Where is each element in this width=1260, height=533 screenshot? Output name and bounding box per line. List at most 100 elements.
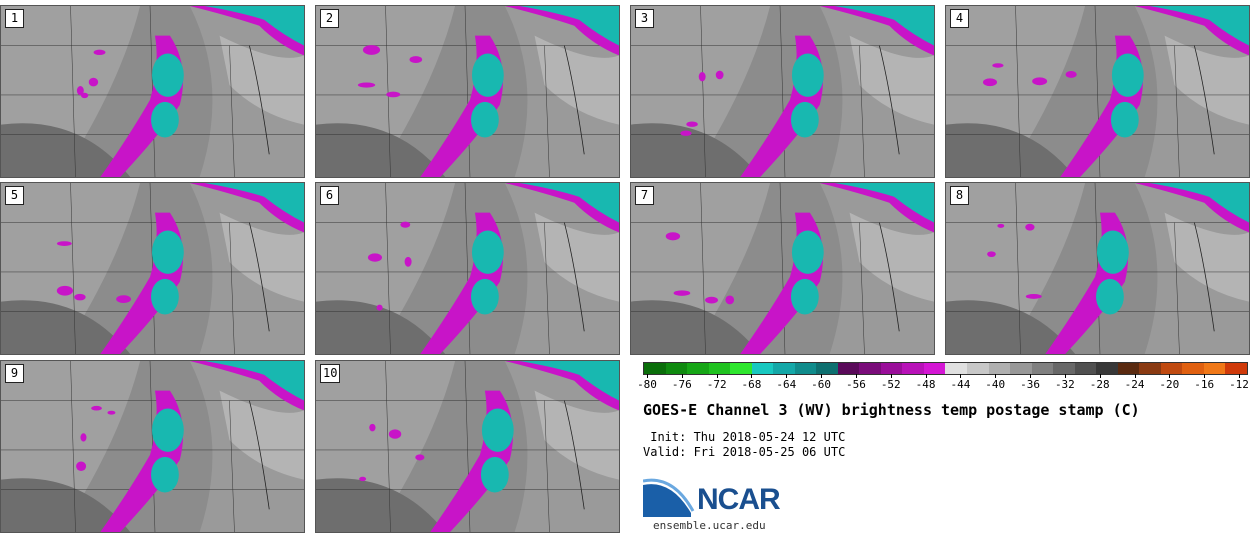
colorbar-segment <box>1182 363 1204 374</box>
cold-cloud-top <box>151 278 179 315</box>
isolated-cell <box>1032 77 1048 86</box>
colorbar-tick <box>1134 374 1136 378</box>
colorbar-tick <box>890 374 892 378</box>
isolated-cell <box>388 429 402 439</box>
panel-label: 9 <box>5 364 24 383</box>
colorbar-tick-label: -28 <box>1089 378 1110 391</box>
isolated-cell <box>725 295 735 305</box>
boundary-line <box>229 400 235 532</box>
colorbar-tick-label: -44 <box>950 378 971 391</box>
cold-cloud-top <box>1110 101 1139 138</box>
colorbar-tick-label: -72 <box>706 378 727 391</box>
colorbar-segment <box>1160 363 1183 374</box>
colorbar-tick <box>1064 374 1066 378</box>
northern-cloud-core <box>204 6 304 46</box>
colorbar-segment <box>988 363 1011 374</box>
logo-text: NCAR <box>697 483 781 516</box>
cold-cloud-top <box>471 53 504 97</box>
init-time: Init: Thu 2018-05-24 12 UTC <box>643 430 846 444</box>
colorbar-segment <box>665 363 688 374</box>
wv-map <box>316 361 619 532</box>
isolated-cell <box>80 433 87 442</box>
isolated-cell <box>76 461 87 472</box>
isolated-cell <box>1065 70 1077 78</box>
wv-map <box>316 6 619 177</box>
colorbar-segment <box>1053 363 1075 374</box>
colorbar-segment <box>1203 363 1226 374</box>
panel-5: 5 <box>0 182 305 355</box>
isolated-cell <box>88 77 99 87</box>
isolated-cell <box>698 71 706 82</box>
lake-shore <box>563 400 585 510</box>
colorbar-segment <box>945 363 967 374</box>
lake-shore <box>563 222 585 332</box>
cold-cloud-top <box>790 101 819 138</box>
boundary-line <box>385 6 391 177</box>
panel-4: 4 <box>945 5 1250 178</box>
northern-cloud-core <box>519 183 619 223</box>
colorbar-segment <box>880 363 903 374</box>
cold-cloud-top <box>791 53 824 97</box>
lake-shore <box>563 45 585 155</box>
panel-2: 2 <box>315 5 620 178</box>
colorbar-tick-label: -56 <box>846 378 866 391</box>
wv-map <box>946 183 1249 354</box>
panel-8: 8 <box>945 182 1250 355</box>
isolated-cell <box>369 423 376 432</box>
boundary-line <box>1015 183 1021 354</box>
northern-cloud-core <box>519 361 619 401</box>
colorbar-segment <box>773 363 795 374</box>
wv-map <box>1 6 304 177</box>
isolated-cell <box>715 70 724 80</box>
cold-cloud-top <box>470 278 499 315</box>
northern-cloud-core <box>834 183 934 223</box>
colorbar-tick <box>1204 374 1206 378</box>
cold-cloud-top <box>790 278 819 315</box>
boundary-line <box>544 222 550 354</box>
panel-6: 6 <box>315 182 620 355</box>
cold-cloud-top <box>152 53 184 97</box>
colorbar-tick <box>1169 374 1171 378</box>
isolated-cell <box>404 256 412 267</box>
wv-map <box>1 183 304 354</box>
colorbar-tick-label: -36 <box>1020 378 1040 391</box>
boundary-line <box>464 6 471 177</box>
boundary-line <box>700 183 706 354</box>
colorbar-segment <box>816 363 838 374</box>
cold-cloud-top <box>151 101 179 138</box>
colorbar-tick <box>716 374 718 378</box>
colorbar-segment <box>644 363 666 374</box>
panel-label: 4 <box>950 9 969 28</box>
colorbar-tick-label: -20 <box>1159 378 1180 391</box>
northern-cloud-core <box>1149 183 1249 223</box>
boundary-line <box>1174 222 1180 354</box>
panel-label: 5 <box>5 186 24 205</box>
colorbar-tick-label: -32 <box>1054 378 1075 391</box>
boundary-line <box>70 183 76 354</box>
boundary-line <box>544 45 550 177</box>
logo-url: ensemble.ucar.edu <box>653 519 766 532</box>
northern-cloud-core <box>204 361 304 401</box>
panel-9: 9 <box>0 360 305 533</box>
boundary-line <box>70 361 76 532</box>
colorbar-tick <box>995 374 997 378</box>
panel-3: 3 <box>630 5 935 178</box>
colorbar-tick-label: -24 <box>1124 378 1145 391</box>
isolated-cell <box>982 78 998 87</box>
lake-shore <box>248 45 270 155</box>
ncar-logo-icon <box>643 478 695 517</box>
northern-cloud-core <box>204 183 304 223</box>
colorbar-tick <box>960 374 962 378</box>
isolated-cell <box>357 82 376 88</box>
colorbar-segment <box>708 363 731 374</box>
boundary-line <box>229 45 235 177</box>
colorbar-segment <box>966 363 989 374</box>
colorbar-segment <box>923 363 946 374</box>
colorbar-segment <box>751 363 774 374</box>
lake-shore <box>248 222 270 332</box>
boundary-line <box>544 400 550 532</box>
lake-shore <box>878 222 900 332</box>
panel-label: 6 <box>320 186 339 205</box>
boundary-line <box>385 361 391 532</box>
isolated-cell <box>415 454 425 461</box>
